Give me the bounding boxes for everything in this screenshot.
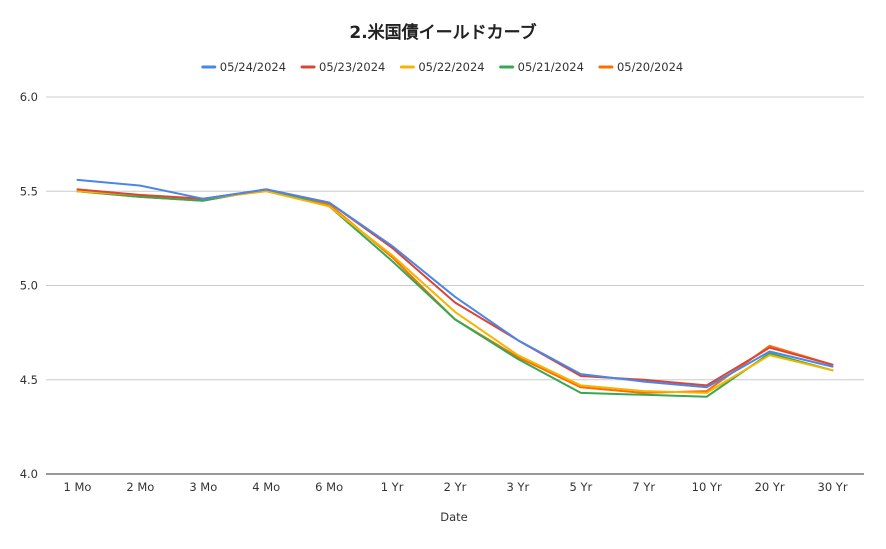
x-tick-label: 3 Mo <box>189 480 217 494</box>
x-tick-label: 7 Yr <box>632 480 655 494</box>
x-tick-label: 5 Yr <box>569 480 592 494</box>
series-line-05-22-2024 <box>76 190 834 394</box>
x-tick-label: 30 Yr <box>818 480 848 494</box>
legend-item[interactable]: 05/20/2024 <box>598 60 683 74</box>
chart-title: 2.米国債イールドカーブ <box>349 22 536 43</box>
x-tick-label: 20 Yr <box>755 480 785 494</box>
x-axis-title: Date <box>440 510 468 524</box>
series-line-05-21-2024 <box>76 188 834 398</box>
y-tick-label: 5.0 <box>20 279 38 293</box>
legend-item[interactable]: 05/24/2024 <box>201 60 286 74</box>
series-line-05-24-2024 <box>76 178 834 389</box>
legend-item[interactable]: 05/23/2024 <box>300 60 385 74</box>
gridlines <box>46 96 864 475</box>
legend-label: 05/22/2024 <box>418 60 484 74</box>
x-tick-label: 2 Yr <box>444 480 467 494</box>
x-tick-label: 10 Yr <box>692 480 722 494</box>
series-line-05-23-2024 <box>76 188 834 387</box>
y-axis-ticks: 4.0 4.5 5.0 5.5 6.0 <box>20 90 38 481</box>
y-tick-label: 6.0 <box>20 90 38 104</box>
series-line-05-20-2024 <box>76 188 834 394</box>
y-tick-label: 5.5 <box>20 184 38 198</box>
legend-label: 05/24/2024 <box>220 60 286 74</box>
legend-item[interactable]: 05/21/2024 <box>499 60 584 74</box>
legend-item[interactable]: 05/22/2024 <box>399 60 485 74</box>
x-tick-label: 2 Mo <box>126 480 154 494</box>
x-tick-label: 3 Yr <box>507 480 530 494</box>
legend-label: 05/20/2024 <box>617 60 683 74</box>
x-tick-label: 4 Mo <box>252 480 280 494</box>
y-tick-label: 4.5 <box>20 373 38 387</box>
x-tick-label: 1 Yr <box>381 480 404 494</box>
y-tick-label: 4.0 <box>20 467 38 481</box>
series-lines <box>76 178 834 398</box>
x-tick-label: 1 Mo <box>63 480 91 494</box>
legend-label: 05/23/2024 <box>319 60 385 74</box>
x-axis-ticks: 1 Mo 2 Mo 3 Mo 4 Mo 6 Mo 1 Yr 2 Yr 3 Yr 5 Yr 7 Yr… <box>63 480 847 494</box>
x-tick-label: 6 Mo <box>315 480 343 494</box>
legend: 05/24/2024 05/23/2024 05/22/2024 05/21/2024… <box>201 60 683 74</box>
legend-label: 05/21/2024 <box>518 60 584 74</box>
